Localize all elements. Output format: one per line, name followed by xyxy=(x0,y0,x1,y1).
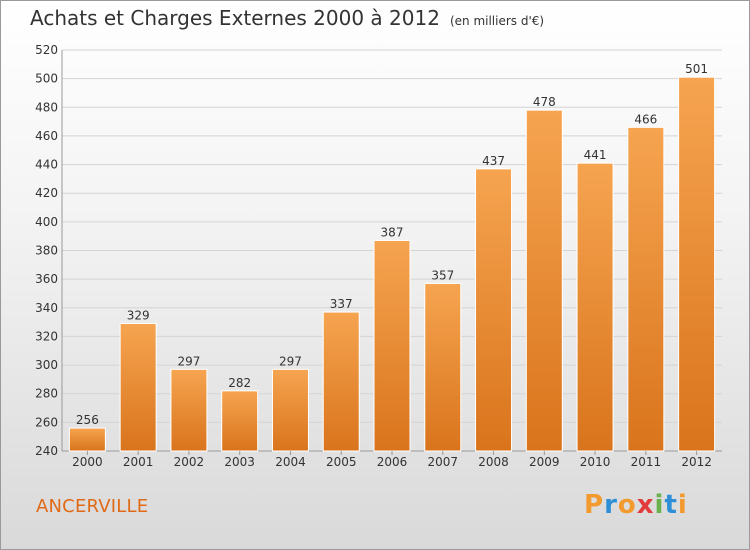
bar xyxy=(170,368,208,452)
bar xyxy=(271,368,309,452)
bar-value-label: 437 xyxy=(482,154,505,168)
x-tick-label: 2004 xyxy=(275,455,306,469)
logo-letter: r xyxy=(604,490,618,520)
y-tick-label: 420 xyxy=(35,186,58,200)
y-tick-label: 460 xyxy=(35,129,58,143)
bar-value-label: 297 xyxy=(279,354,302,368)
proxiti-logo: Proxiti xyxy=(584,490,688,520)
x-tick-label: 2008 xyxy=(478,455,509,469)
y-tick-label: 480 xyxy=(35,100,58,114)
logo-letter: x xyxy=(636,490,655,520)
bar xyxy=(68,427,106,452)
y-tick-label: 320 xyxy=(35,329,58,343)
logo-letter: P xyxy=(584,490,605,520)
chart-subtitle: (en milliers d'€) xyxy=(449,14,545,28)
bar-value-label: 297 xyxy=(177,354,200,368)
bar xyxy=(576,162,614,452)
bar-value-label: 256 xyxy=(76,413,99,427)
y-tick-label: 240 xyxy=(35,444,58,458)
y-tick-label: 380 xyxy=(35,244,58,258)
bar xyxy=(525,109,563,452)
x-tick-label: 2000 xyxy=(72,455,103,469)
x-tick-label: 2011 xyxy=(631,455,662,469)
bar-value-label: 387 xyxy=(381,225,404,239)
logo-letter: t xyxy=(664,490,678,520)
x-tick-label: 2005 xyxy=(326,455,357,469)
y-tick-label: 360 xyxy=(35,272,58,286)
bar xyxy=(373,239,411,452)
bar-value-label: 357 xyxy=(431,268,454,282)
bar xyxy=(221,390,259,452)
x-tick-label: 2007 xyxy=(427,455,458,469)
logo-letter: i xyxy=(677,490,688,520)
bar xyxy=(119,323,157,452)
chart-title: Achats et Charges Externes 2000 à 2012 (e… xyxy=(30,6,544,30)
y-tick-label: 500 xyxy=(35,72,58,86)
bar-value-label: 282 xyxy=(228,376,251,390)
bar-value-label: 478 xyxy=(533,95,556,109)
bar-value-label: 329 xyxy=(127,309,150,323)
y-tick-label: 280 xyxy=(35,387,58,401)
chart-title-text: Achats et Charges Externes 2000 à 2012 xyxy=(30,6,440,30)
bar-value-label: 501 xyxy=(685,62,708,76)
x-tick-label: 2001 xyxy=(123,455,154,469)
y-tick-label: 520 xyxy=(35,43,58,57)
y-tick-label: 440 xyxy=(35,158,58,172)
x-tick-label: 2002 xyxy=(174,455,205,469)
y-tick-label: 340 xyxy=(35,301,58,315)
x-tick-label: 2009 xyxy=(529,455,560,469)
logo-letter: o xyxy=(617,490,637,520)
bar-value-label: 337 xyxy=(330,297,353,311)
x-tick-label: 2006 xyxy=(377,455,408,469)
bar xyxy=(678,76,716,452)
bar xyxy=(475,168,513,452)
bar xyxy=(424,282,462,452)
bar-value-label: 466 xyxy=(634,112,657,126)
commune-name: ANCERVILLE xyxy=(36,496,149,517)
y-tick-label: 400 xyxy=(35,215,58,229)
bar-value-label: 441 xyxy=(584,148,607,162)
y-tick-label: 300 xyxy=(35,358,58,372)
bar xyxy=(627,126,665,452)
bar xyxy=(322,311,360,452)
x-tick-label: 2012 xyxy=(681,455,712,469)
x-tick-label: 2010 xyxy=(580,455,611,469)
x-tick-label: 2003 xyxy=(224,455,255,469)
y-tick-label: 260 xyxy=(35,415,58,429)
logo-letter: i xyxy=(654,490,665,520)
